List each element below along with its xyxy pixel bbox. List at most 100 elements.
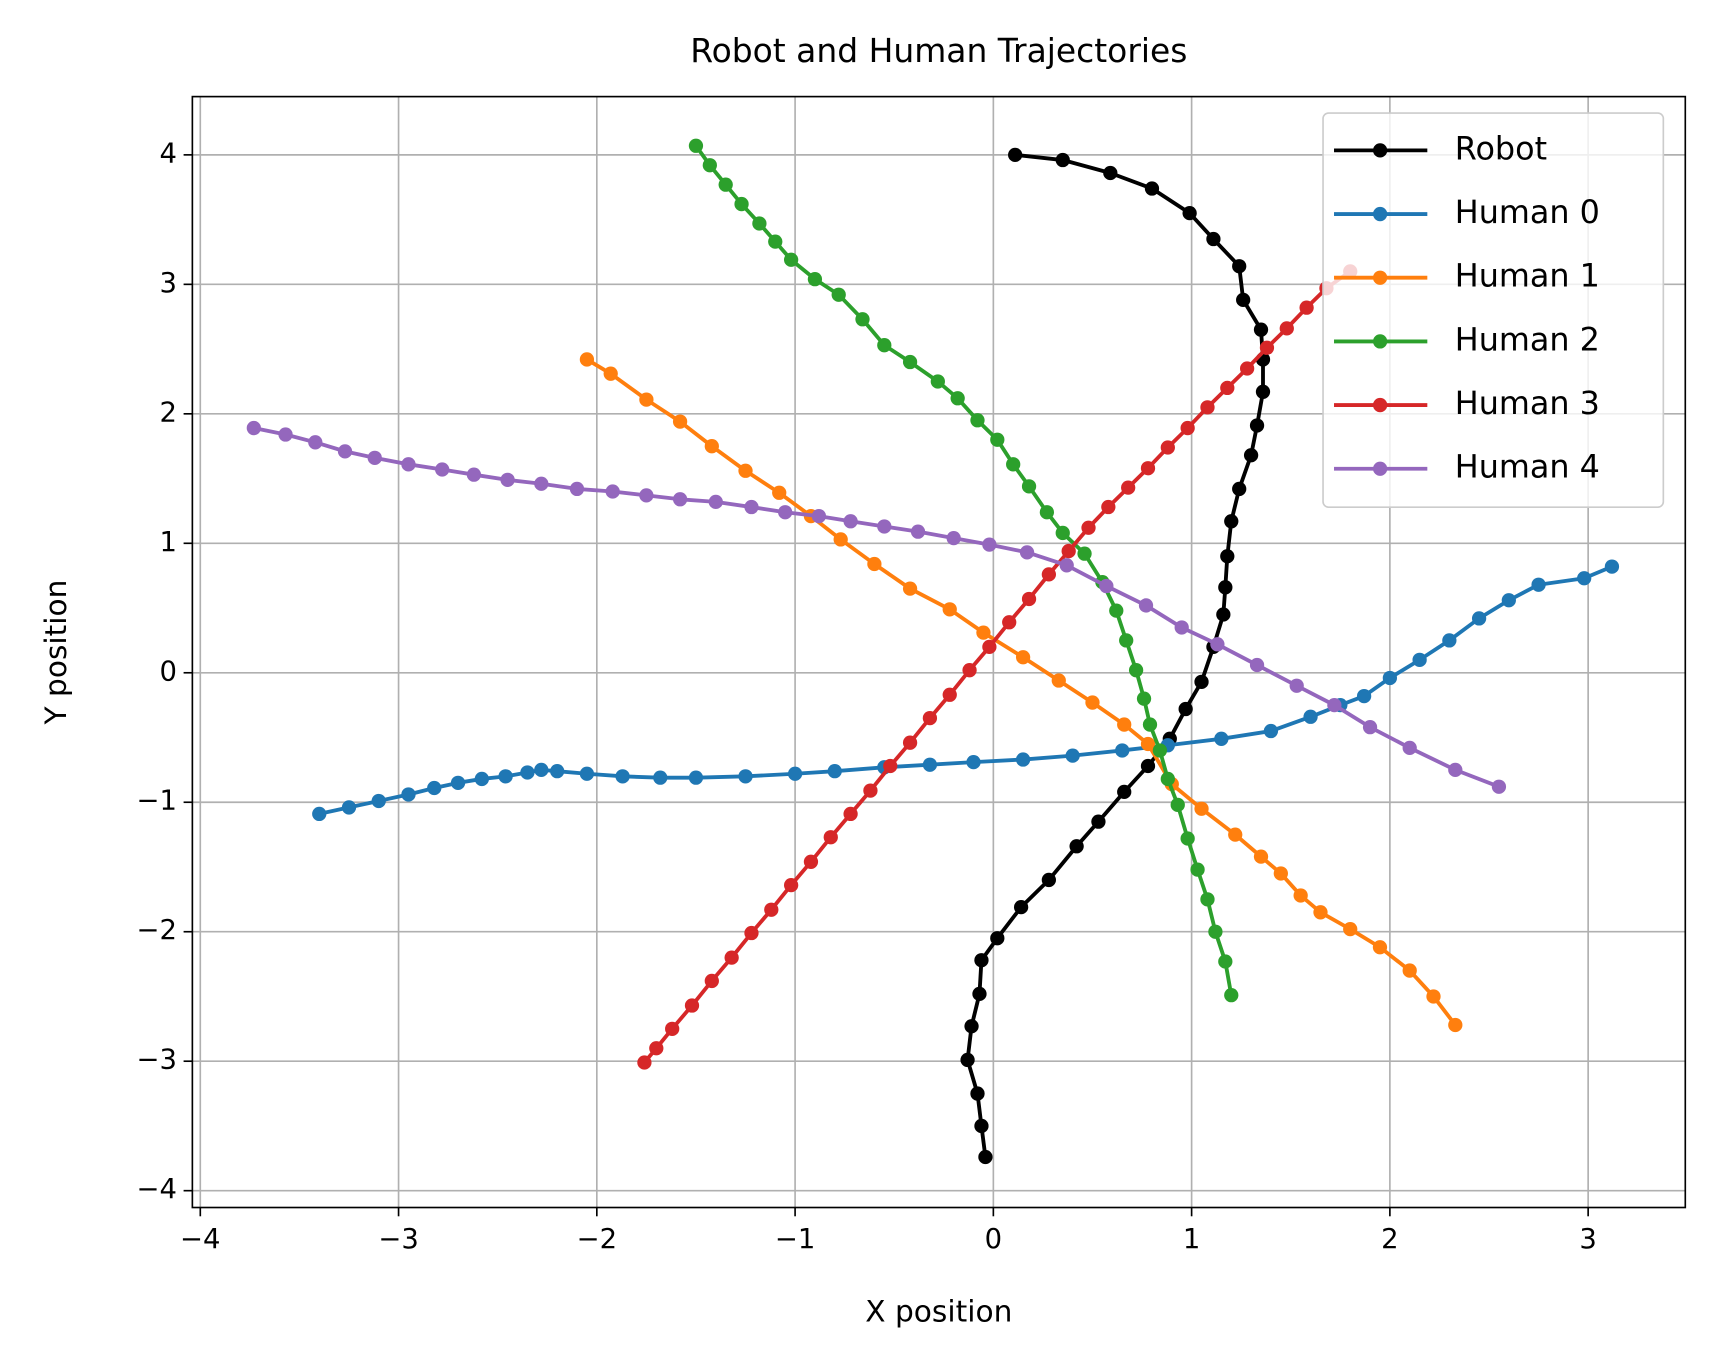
legend-label: Human 1: [1455, 257, 1600, 295]
trajectory-point: [811, 508, 827, 524]
trajectory-point: [1224, 514, 1239, 529]
trajectory-point: [639, 392, 654, 407]
trajectory-point: [962, 663, 977, 678]
trajectory-point: [1039, 505, 1055, 520]
trajectory-point: [1200, 400, 1215, 415]
trajectory-point: [867, 556, 882, 572]
trajectory-point: [1232, 481, 1247, 497]
trajectory-point: [603, 366, 618, 381]
trajectory-point: [902, 354, 918, 370]
trajectory-point: [435, 462, 450, 477]
trajectory-point: [1218, 580, 1233, 595]
legend-label: Human 4: [1455, 448, 1600, 486]
trajectory-point: [1117, 784, 1132, 800]
trajectory-point: [1412, 652, 1427, 667]
trajectory-point: [1255, 384, 1271, 399]
y-tick-label: 0: [160, 656, 177, 687]
trajectory-point: [1577, 571, 1592, 586]
trajectory-point: [1091, 814, 1106, 829]
trajectory-point: [976, 625, 991, 640]
trajectory-point: [401, 457, 416, 472]
trajectory-point: [1263, 723, 1279, 739]
trajectory-point: [734, 196, 749, 212]
trajectory-point: [1138, 598, 1154, 613]
trajectory-point: [1216, 607, 1231, 622]
trajectory-point: [942, 687, 957, 702]
trajectory-point: [427, 780, 442, 796]
trajectory-point: [910, 524, 926, 539]
trajectory-point: [579, 352, 595, 367]
x-tick-label: 0: [985, 1224, 1002, 1255]
trajectory-point: [579, 766, 595, 781]
y-tick-label: −4: [137, 1174, 177, 1205]
trajectory-point: [718, 177, 733, 192]
trajectory-point: [877, 519, 892, 534]
trajectory-point: [1303, 709, 1318, 724]
trajectory-point: [1109, 603, 1124, 618]
trajectory-point: [833, 532, 848, 547]
trajectory-point: [637, 1055, 652, 1070]
trajectory-point: [1103, 165, 1118, 181]
trajectory-point: [823, 830, 838, 845]
trajectory-point: [520, 765, 535, 780]
legend-box: [1322, 112, 1665, 508]
x-tick-label: −4: [180, 1224, 220, 1255]
trajectory-point: [569, 481, 585, 497]
x-tick-label: −3: [378, 1224, 418, 1255]
trajectory-point: [974, 953, 989, 968]
trajectory-point: [855, 312, 870, 327]
trajectory-point: [902, 735, 918, 750]
trajectory-point: [1402, 963, 1417, 978]
trajectory-point: [1085, 695, 1100, 710]
trajectory-point: [1021, 591, 1037, 607]
trajectory-point: [1002, 615, 1017, 630]
trajectory-point: [724, 950, 739, 965]
trajectory-point: [970, 413, 985, 428]
trajectory-point: [1299, 300, 1314, 315]
trajectory-point: [1006, 457, 1021, 472]
trajectory-point: [1491, 779, 1507, 794]
trajectory-point: [1356, 688, 1372, 704]
chart-title: Robot and Human Trajectories: [690, 31, 1187, 70]
trajectory-point: [1228, 827, 1243, 842]
trajectory-point: [1055, 152, 1070, 168]
trajectory-point: [1065, 748, 1080, 763]
legend-label: Robot: [1455, 129, 1547, 167]
trajectory-point: [1206, 231, 1221, 247]
trajectory-point: [930, 374, 945, 389]
trajectory-point: [1313, 905, 1328, 920]
trajectory-point: [1253, 849, 1269, 864]
trajectory-point: [1099, 578, 1114, 594]
trajectory-point: [1273, 866, 1288, 881]
trajectory-point: [1210, 637, 1225, 652]
trajectory-point: [1448, 1017, 1463, 1033]
trajectory-point: [942, 602, 957, 617]
trajectory-point: [1426, 989, 1441, 1004]
trajectory-point: [1081, 520, 1096, 535]
trajectory-point: [605, 484, 620, 499]
trajectory-point: [1293, 888, 1308, 903]
trajectory-point: [534, 476, 549, 491]
trajectory-point: [974, 1118, 989, 1134]
trajectory-point: [1471, 611, 1487, 626]
legend-label: Human 0: [1455, 193, 1600, 231]
y-tick-label: −3: [137, 1045, 177, 1076]
trajectory-point: [1208, 924, 1223, 939]
trajectory-point: [787, 766, 803, 781]
trajectory-point: [466, 467, 482, 482]
series: [688, 138, 1239, 1003]
trajectory-point: [843, 806, 858, 822]
trajectory-point: [1442, 633, 1457, 648]
trajectory-point: [1128, 663, 1144, 678]
trajectory-point: [500, 472, 515, 487]
trajectory-point: [960, 1052, 975, 1068]
trajectory-point: [1382, 670, 1398, 686]
trajectory-point: [1174, 620, 1189, 635]
trajectory-point: [672, 492, 688, 507]
trajectory-point: [1015, 650, 1031, 665]
trajectory-point: [1140, 736, 1156, 752]
y-tick-label: 1: [160, 527, 177, 558]
trajectory-point: [498, 769, 513, 784]
trajectory-point: [950, 391, 965, 406]
